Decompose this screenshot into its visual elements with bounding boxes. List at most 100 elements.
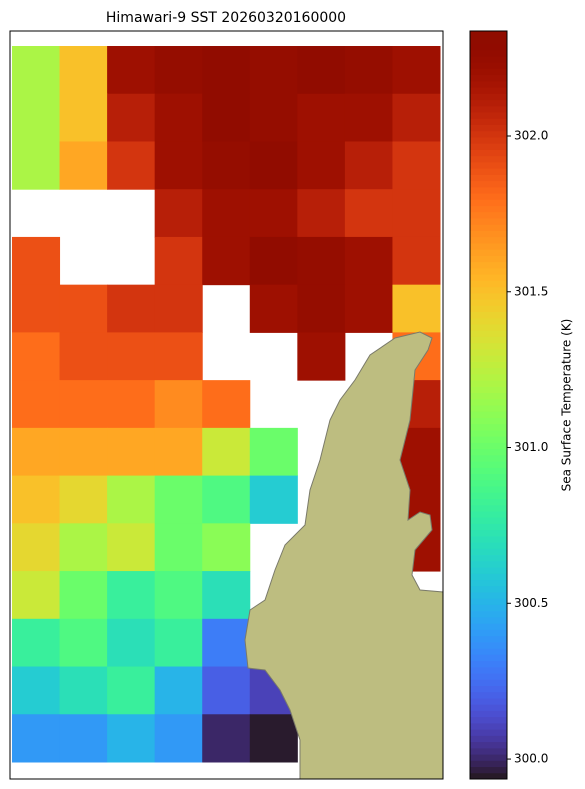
sst-cell — [344, 46, 393, 95]
sst-cell — [249, 93, 298, 142]
colorbar-swatch — [470, 579, 507, 587]
sst-cell — [202, 714, 251, 763]
sst-cell — [249, 189, 298, 238]
colorbar-swatch — [470, 704, 507, 711]
colorbar-swatch — [470, 342, 507, 350]
colorbar-swatch — [470, 766, 507, 774]
colorbar-swatch — [470, 517, 507, 524]
land — [244, 331, 444, 780]
colorbar-swatch — [470, 373, 507, 381]
map-frame — [9, 30, 444, 780]
colorbar-swatch — [470, 660, 507, 668]
sst-cell — [12, 714, 61, 763]
colorbar-swatch — [470, 261, 507, 269]
colorbar-swatch — [470, 336, 507, 344]
colorbar-swatch — [470, 486, 507, 493]
colorbar-swatch — [470, 255, 507, 263]
sst-cell — [59, 523, 108, 572]
sst-cell — [12, 284, 61, 333]
colorbar-swatch — [470, 436, 507, 443]
colorbar-swatch — [470, 666, 507, 674]
sst-cell — [249, 236, 298, 286]
sst-cell — [154, 523, 203, 572]
colorbar-swatch — [470, 211, 507, 219]
colorbar-swatch — [470, 43, 507, 51]
sst-cell — [297, 284, 346, 333]
colorbar-swatch — [470, 99, 507, 107]
sst-cell — [59, 618, 108, 668]
colorbar-tick-label: 300.0 — [514, 752, 548, 766]
colorbar-swatch — [470, 124, 507, 132]
sst-cell — [59, 46, 108, 95]
sst-cell — [392, 46, 441, 95]
sst-cell — [107, 141, 156, 190]
sst-cell — [12, 93, 61, 142]
colorbar-swatch — [470, 473, 507, 481]
sst-cell — [154, 427, 203, 477]
sst-cell — [249, 284, 298, 333]
colorbar-swatch — [470, 461, 507, 468]
colorbar-swatch — [470, 747, 507, 755]
sst-cell — [107, 46, 156, 95]
sst-cell — [59, 332, 108, 381]
sst-cell — [392, 284, 441, 333]
colorbar-swatch — [470, 380, 507, 387]
colorbar-swatch — [470, 218, 507, 225]
colorbar-swatch — [470, 55, 507, 63]
colorbar-swatch — [470, 174, 507, 182]
sst-cell — [107, 618, 156, 668]
colorbar-swatch — [470, 186, 507, 194]
colorbar-swatch — [470, 224, 507, 231]
colorbar-swatch — [470, 323, 507, 331]
colorbar-swatch — [470, 504, 507, 512]
sst-cell — [59, 666, 108, 715]
sst-cell — [12, 523, 61, 572]
colorbar-swatch — [470, 498, 507, 506]
colorbar-swatch — [470, 654, 507, 662]
colorbar-swatch — [470, 112, 507, 119]
sst-cell — [107, 571, 156, 620]
colorbar-tick-label: 301.0 — [514, 440, 548, 454]
sst-cell — [202, 236, 251, 286]
colorbar-swatch — [470, 348, 507, 356]
sst-cell — [12, 571, 61, 620]
sst-cell — [249, 46, 298, 95]
colorbar-swatch — [470, 180, 507, 188]
colorbar-swatch — [470, 405, 507, 412]
colorbar-swatch — [470, 623, 507, 630]
colorbar-swatch — [470, 299, 507, 306]
sst-cell — [297, 189, 346, 238]
colorbar-swatch — [470, 535, 507, 543]
sst-cell — [297, 93, 346, 142]
colorbar-swatch — [470, 454, 507, 462]
sst-cell — [344, 189, 393, 238]
colorbar-swatch — [470, 592, 507, 599]
sst-cell — [154, 93, 203, 142]
sst-cell — [154, 46, 203, 95]
colorbar-swatch — [470, 242, 507, 250]
colorbar-swatch — [470, 149, 507, 157]
colorbar-swatch — [470, 367, 507, 375]
colorbar-swatch — [470, 722, 507, 730]
sst-cell — [202, 523, 251, 572]
colorbar-swatch — [470, 523, 507, 531]
colorbar-swatch — [470, 31, 507, 38]
sst-cell — [154, 332, 203, 381]
sst-cell — [297, 46, 346, 95]
sst-cell — [154, 666, 203, 715]
sst-cell — [59, 427, 108, 477]
sst-cell — [12, 141, 61, 190]
sst-cell — [344, 141, 393, 190]
sst-cell — [154, 475, 203, 524]
colorbar-swatch — [470, 673, 507, 680]
chart-title: Himawari-9 SST 20260320160000 — [106, 10, 346, 26]
sst-cell — [249, 141, 298, 190]
sst-cell — [297, 141, 346, 190]
sst-cell — [154, 141, 203, 190]
colorbar-swatch — [470, 87, 507, 94]
colorbar-swatch — [470, 74, 507, 82]
colorbar-swatch — [470, 361, 507, 369]
colorbar-frame — [469, 30, 508, 780]
sst-cell — [107, 427, 156, 477]
sst-cell — [344, 236, 393, 286]
